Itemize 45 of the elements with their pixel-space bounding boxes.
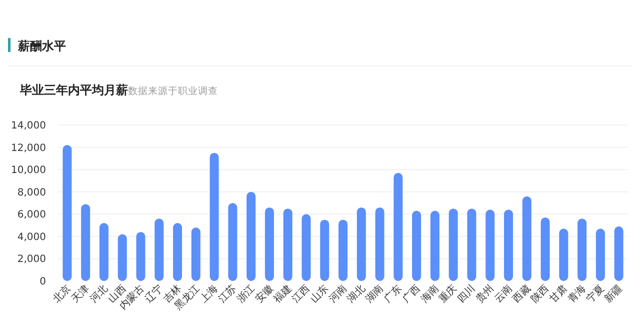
bar <box>191 228 200 281</box>
bar <box>540 217 550 281</box>
y-tick-label: 14,000 <box>11 120 46 132</box>
bar <box>320 220 330 281</box>
chart-title: 薪酬水平 <box>17 39 66 53</box>
y-tick-label: 2,000 <box>17 254 46 266</box>
bar <box>504 210 513 281</box>
y-tick-label: 6,000 <box>17 210 46 221</box>
y-tick-label: 12,000 <box>11 142 46 154</box>
bar <box>136 232 146 281</box>
bar <box>375 207 384 281</box>
y-tick-label: 0 <box>40 276 46 288</box>
bar <box>154 218 164 281</box>
chart-subtitle: 毕业三年内平均月薪 <box>19 83 128 97</box>
bar <box>264 207 274 281</box>
bar <box>614 226 624 281</box>
y-tick-label: 8,000 <box>17 187 46 198</box>
bar <box>394 172 403 281</box>
text: 数据来源于职业调查 <box>128 85 218 97</box>
x-tick-label: 贵州 <box>474 282 496 306</box>
bar <box>596 228 605 281</box>
bar <box>578 218 587 281</box>
bar <box>412 210 422 281</box>
x-tick-label: 江西 <box>290 282 312 306</box>
bar <box>99 223 108 281</box>
x-tick-label: 新疆 <box>602 282 625 306</box>
bar <box>338 220 348 281</box>
bar <box>430 210 440 281</box>
bar <box>467 208 476 281</box>
bar <box>283 208 292 281</box>
bar <box>118 234 127 281</box>
bar <box>559 228 568 281</box>
bar <box>246 192 256 281</box>
bar <box>356 207 366 281</box>
bar <box>486 210 495 281</box>
bar <box>448 208 458 281</box>
bar <box>173 223 182 281</box>
y-tick-label: 10,000 <box>11 165 46 176</box>
bar <box>522 196 532 281</box>
bar <box>62 145 72 281</box>
bar <box>228 203 238 281</box>
y-tick-label: 4,000 <box>17 232 46 243</box>
bar <box>81 204 90 281</box>
bar <box>210 152 219 281</box>
bar <box>302 214 311 281</box>
